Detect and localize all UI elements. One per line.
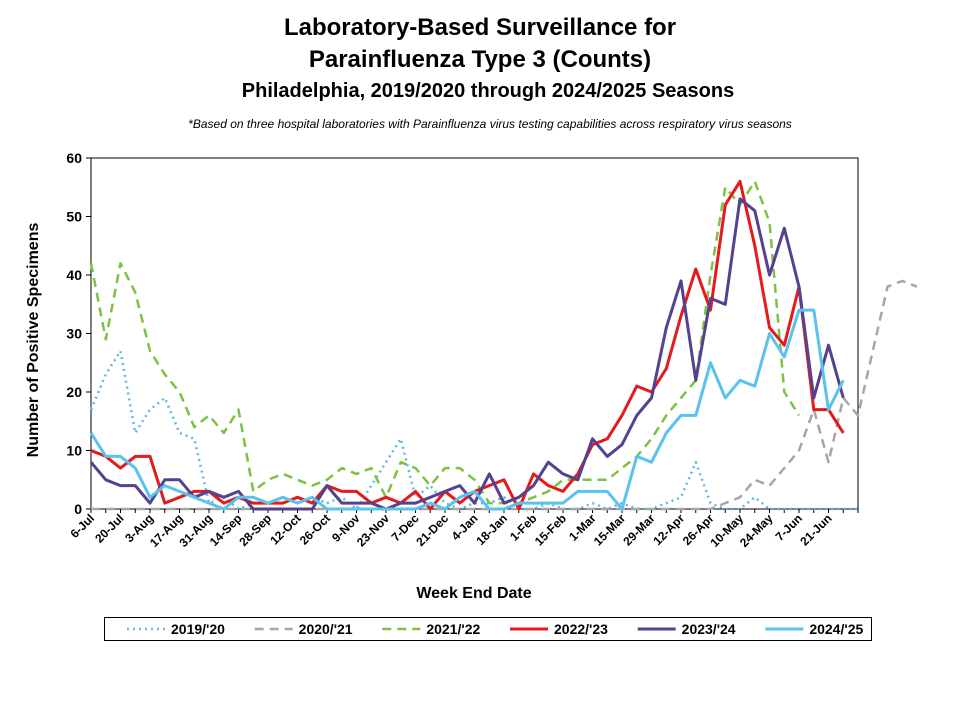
series-line-2022-23 — [90, 179, 845, 511]
y-tick-label: 40 — [66, 267, 82, 283]
series-lines — [89, 179, 918, 511]
legend-label: 2022/'23 — [554, 621, 608, 637]
chart-subtitle: Philadelphia, 2019/2020 through 2024/202… — [241, 80, 735, 102]
x-tick-label: 20-Jul — [92, 511, 126, 545]
y-tick-label: 30 — [66, 326, 82, 342]
x-tick-label: 12-Oct — [267, 511, 303, 547]
y-axis-label: Number of Positive Specimens — [25, 223, 42, 458]
y-tick-label: 10 — [66, 443, 82, 459]
x-tick-label: 23-Nov — [354, 511, 392, 549]
y-tick-label: 0 — [74, 501, 82, 517]
x-tick-label: 12-Apr — [650, 511, 687, 548]
legend-entries: 2019/'20 2020/'21 2021/'22 2022/'23 2023/'24… — [127, 621, 863, 637]
x-tick-label: 24-May — [737, 511, 776, 550]
legend-label: 2019/'20 — [171, 621, 225, 637]
chart-title-line1: Laboratory-Based Surveillance for — [283, 14, 677, 41]
x-tick-label: 21-Dec — [413, 511, 451, 549]
x-axis-label: Week End Date — [416, 585, 531, 602]
x-axis: 6-Jul20-Jul3-Aug17-Aug31-Aug14-Sep28-Sep… — [67, 509, 859, 550]
x-tick-label: 14-Sep — [207, 511, 245, 549]
series-line-2021-22 — [89, 180, 801, 505]
y-axis: 0 10 20 30 40 50 60 — [66, 150, 91, 517]
x-tick-label: 26-Oct — [297, 511, 333, 547]
y-tick-label: 60 — [66, 150, 82, 166]
x-tick-label: 28-Sep — [236, 511, 274, 549]
x-tick-label: 31-Aug — [176, 511, 215, 550]
chart-footnote: *Based on three hospital laboratories wi… — [188, 117, 792, 131]
x-tick-label: 21-Jun — [797, 511, 834, 548]
legend-label: 2021/'22 — [426, 621, 480, 637]
legend: 2019/'20 2020/'21 2021/'22 2022/'23 2023/'24… — [104, 617, 872, 641]
x-tick-label: 29-Mar — [620, 511, 657, 548]
y-tick-label: 20 — [66, 384, 82, 400]
chart-title-line2: Parainfluenza Type 3 (Counts) — [308, 46, 652, 73]
legend-label: 2024/'25 — [809, 621, 863, 637]
x-tick-label: 18-Jan — [473, 511, 510, 548]
legend-label: 2023/'24 — [682, 621, 736, 637]
y-tick-label: 50 — [66, 209, 82, 225]
x-tick-label: 15-Mar — [591, 511, 628, 548]
plot-area — [90, 157, 859, 510]
legend-label: 2020/'21 — [299, 621, 353, 637]
series-line-2024-25 — [89, 308, 845, 511]
x-tick-label: 15-Feb — [532, 511, 569, 548]
